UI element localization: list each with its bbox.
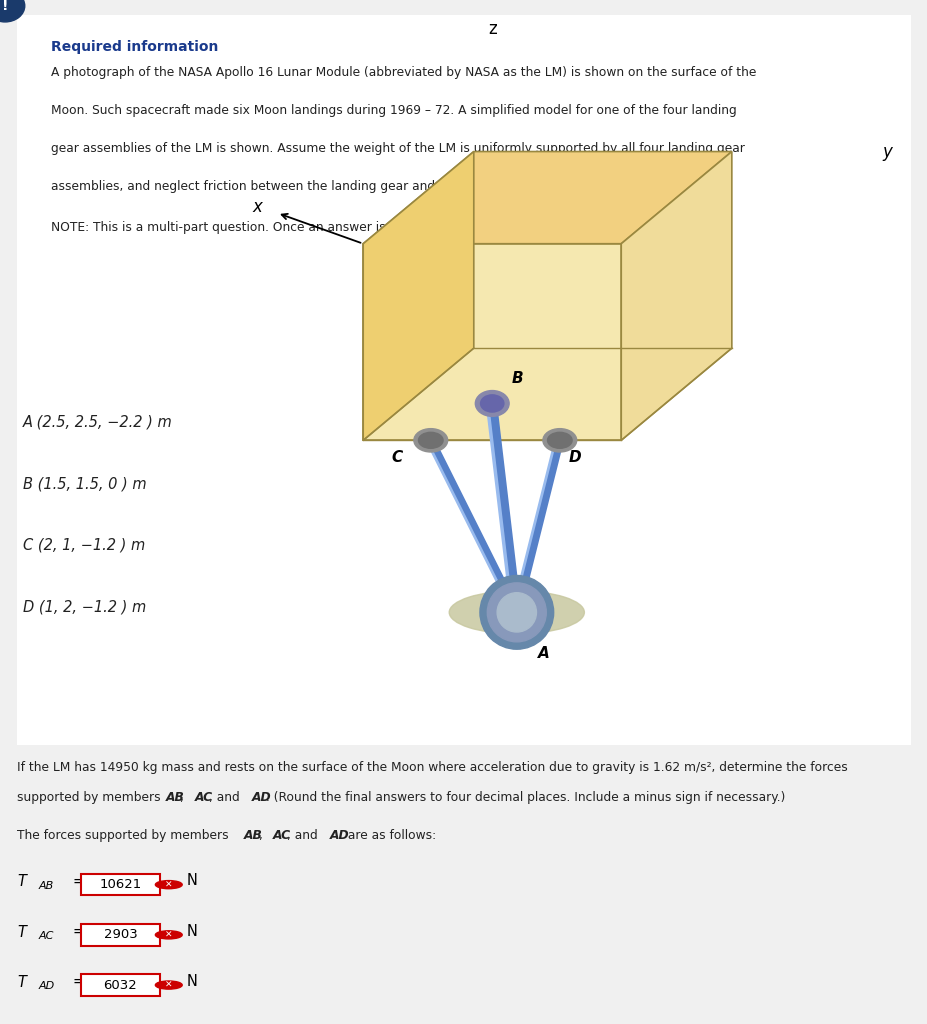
Text: The forces supported by members: The forces supported by members [17,828,232,842]
Text: !: ! [2,0,8,13]
Text: Moon. Such spacecraft made six Moon landings during 1969 – 72. A simplified mode: Moon. Such spacecraft made six Moon land… [51,104,736,118]
Text: z: z [488,19,496,38]
Text: 10621: 10621 [99,879,142,891]
Circle shape [487,583,546,642]
Text: A (2.5, 2.5, −2.2 ) m: A (2.5, 2.5, −2.2 ) m [23,415,172,430]
Text: ✕: ✕ [165,981,172,989]
Ellipse shape [449,591,584,634]
Text: D: D [568,450,581,465]
Text: AD: AD [38,981,55,991]
Circle shape [479,575,553,649]
Text: $T$: $T$ [17,924,29,940]
Text: N: N [186,924,197,939]
Text: AD: AD [329,828,349,842]
Text: AB: AB [166,791,184,804]
Text: B (1.5, 1.5, 0 ) m: B (1.5, 1.5, 0 ) m [23,476,146,492]
Polygon shape [362,244,620,440]
FancyBboxPatch shape [9,9,918,752]
Text: AB: AB [244,828,263,842]
Circle shape [155,981,182,989]
FancyBboxPatch shape [81,873,159,895]
Text: =: = [72,924,84,939]
Text: AB: AB [38,881,54,891]
Circle shape [0,0,25,22]
Text: x: x [251,198,261,216]
Polygon shape [362,152,731,244]
Text: 6032: 6032 [104,979,137,991]
Text: C: C [391,450,402,465]
Text: NOTE: This is a multi-part question. Once an answer is submitted, you will be un: NOTE: This is a multi-part question. Onc… [51,221,703,234]
Text: , and: , and [209,791,243,804]
Ellipse shape [542,429,576,452]
Text: =: = [72,873,84,889]
Ellipse shape [480,395,503,412]
Text: ✕: ✕ [165,931,172,939]
Circle shape [155,931,182,939]
Text: N: N [186,873,197,889]
Ellipse shape [547,432,571,449]
Text: AC: AC [195,791,212,804]
Ellipse shape [413,429,447,452]
Text: supported by members: supported by members [17,791,164,804]
Polygon shape [362,152,474,440]
Text: If the LM has 14950 kg mass and rests on the surface of the Moon where accelerat: If the LM has 14950 kg mass and rests on… [17,761,846,774]
Text: AD: AD [251,791,271,804]
Text: . (Round the final answers to four decimal places. Include a minus sign if neces: . (Round the final answers to four decim… [265,791,784,804]
Text: ,: , [180,791,188,804]
Text: A photograph of the NASA Apollo 16 Lunar Module (abbreviated by NASA as the LM) : A photograph of the NASA Apollo 16 Lunar… [51,67,756,80]
Text: ✕: ✕ [165,881,172,889]
Polygon shape [620,152,731,440]
Text: 2903: 2903 [104,929,137,941]
Text: gear assemblies of the LM is shown. Assume the weight of the LM is uniformly sup: gear assemblies of the LM is shown. Assu… [51,142,743,156]
Text: A: A [538,646,550,662]
Text: Required information: Required information [51,40,218,54]
Text: =: = [72,974,84,989]
Text: AC: AC [273,828,290,842]
Text: assemblies, and neglect friction between the landing gear and the surface of the: assemblies, and neglect friction between… [51,180,589,194]
Text: $T$: $T$ [17,974,29,990]
Text: D (1, 2, −1.2 ) m: D (1, 2, −1.2 ) m [23,599,146,614]
Ellipse shape [418,432,442,449]
Text: , and: , and [286,828,322,842]
Text: y: y [882,142,891,161]
Text: B: B [512,372,523,386]
Circle shape [497,593,536,632]
Text: C (2, 1, −1.2 ) m: C (2, 1, −1.2 ) m [23,538,146,553]
Text: $T$: $T$ [17,873,29,890]
Text: are as follows:: are as follows: [344,828,436,842]
Text: N: N [186,974,197,989]
Ellipse shape [475,390,509,417]
Text: ,: , [259,828,266,842]
FancyBboxPatch shape [81,975,159,995]
FancyBboxPatch shape [81,924,159,945]
Text: AC: AC [38,931,54,941]
Circle shape [155,881,182,889]
